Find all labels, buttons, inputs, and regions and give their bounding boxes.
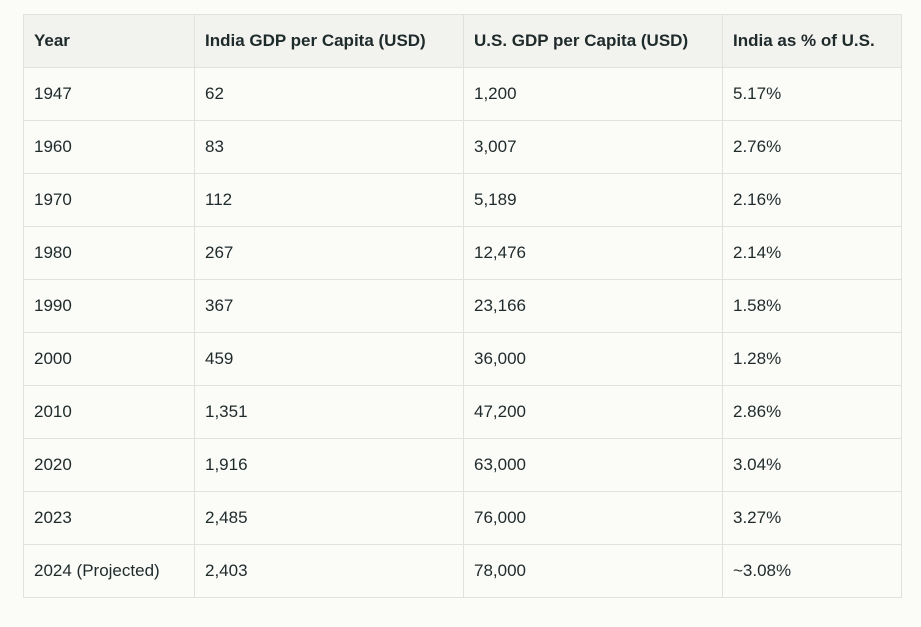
cell-india-percent: ~3.08% [722, 544, 902, 598]
cell-us-gdp: 78,000 [463, 544, 723, 598]
cell-us-gdp: 76,000 [463, 491, 723, 545]
cell-us-gdp: 63,000 [463, 438, 723, 492]
cell-india-percent: 3.04% [722, 438, 902, 492]
cell-india-gdp: 2,403 [194, 544, 464, 598]
cell-year: 2024 (Projected) [23, 544, 195, 598]
header-year: Year [23, 14, 195, 68]
cell-india-gdp: 267 [194, 226, 464, 280]
cell-year: 2023 [23, 491, 195, 545]
cell-india-percent: 2.76% [722, 120, 902, 174]
cell-us-gdp: 5,189 [463, 173, 723, 227]
cell-india-percent: 2.86% [722, 385, 902, 439]
cell-india-gdp: 1,351 [194, 385, 464, 439]
cell-us-gdp: 36,000 [463, 332, 723, 386]
cell-us-gdp: 23,166 [463, 279, 723, 333]
cell-us-gdp: 12,476 [463, 226, 723, 280]
cell-india-percent: 5.17% [722, 67, 902, 121]
table-row: 2000 459 36,000 1.28% [23, 332, 902, 386]
table-container: Year India GDP per Capita (USD) U.S. GDP… [23, 14, 902, 598]
table-row: 2024 (Projected) 2,403 78,000 ~3.08% [23, 544, 902, 598]
cell-us-gdp: 47,200 [463, 385, 723, 439]
cell-india-gdp: 2,485 [194, 491, 464, 545]
cell-india-percent: 2.16% [722, 173, 902, 227]
table-row: 2020 1,916 63,000 3.04% [23, 438, 902, 492]
cell-year: 1947 [23, 67, 195, 121]
cell-india-gdp: 62 [194, 67, 464, 121]
cell-india-gdp: 459 [194, 332, 464, 386]
table-row: 1980 267 12,476 2.14% [23, 226, 902, 280]
cell-india-gdp: 367 [194, 279, 464, 333]
header-us-gdp: U.S. GDP per Capita (USD) [463, 14, 723, 68]
cell-year: 1960 [23, 120, 195, 174]
cell-year: 1980 [23, 226, 195, 280]
cell-year: 2020 [23, 438, 195, 492]
cell-india-gdp: 83 [194, 120, 464, 174]
table-row: 1970 112 5,189 2.16% [23, 173, 902, 227]
table-header-row: Year India GDP per Capita (USD) U.S. GDP… [23, 14, 902, 68]
table-row: 1960 83 3,007 2.76% [23, 120, 902, 174]
cell-india-percent: 3.27% [722, 491, 902, 545]
table-row: 1990 367 23,166 1.58% [23, 279, 902, 333]
cell-india-percent: 1.58% [722, 279, 902, 333]
table-row: 1947 62 1,200 5.17% [23, 67, 902, 121]
cell-year: 2010 [23, 385, 195, 439]
cell-india-percent: 1.28% [722, 332, 902, 386]
header-india-percent: India as % of U.S. [722, 14, 902, 68]
table-row: 2023 2,485 76,000 3.27% [23, 491, 902, 545]
cell-india-gdp: 1,916 [194, 438, 464, 492]
cell-us-gdp: 1,200 [463, 67, 723, 121]
cell-india-percent: 2.14% [722, 226, 902, 280]
gdp-comparison-table: Year India GDP per Capita (USD) U.S. GDP… [23, 14, 902, 598]
header-india-gdp: India GDP per Capita (USD) [194, 14, 464, 68]
table-row: 2010 1,351 47,200 2.86% [23, 385, 902, 439]
cell-us-gdp: 3,007 [463, 120, 723, 174]
cell-year: 1970 [23, 173, 195, 227]
cell-india-gdp: 112 [194, 173, 464, 227]
cell-year: 1990 [23, 279, 195, 333]
cell-year: 2000 [23, 332, 195, 386]
